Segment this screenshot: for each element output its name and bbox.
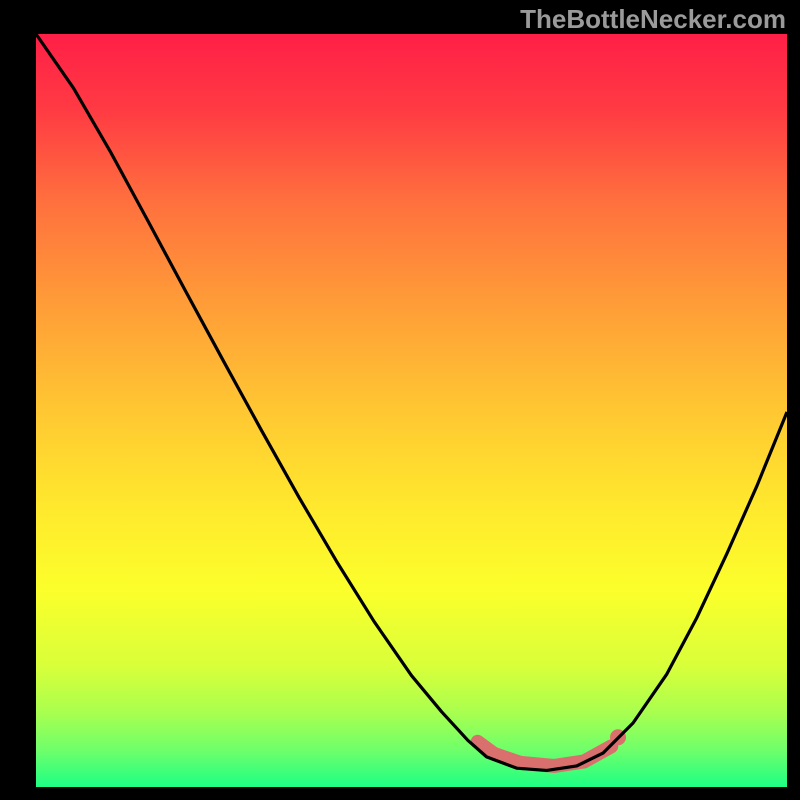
plot-area xyxy=(0,0,800,800)
gradient-chart xyxy=(0,0,800,800)
chart-container: TheBottleNecker.com xyxy=(0,0,800,800)
watermark-text: TheBottleNecker.com xyxy=(520,4,786,35)
